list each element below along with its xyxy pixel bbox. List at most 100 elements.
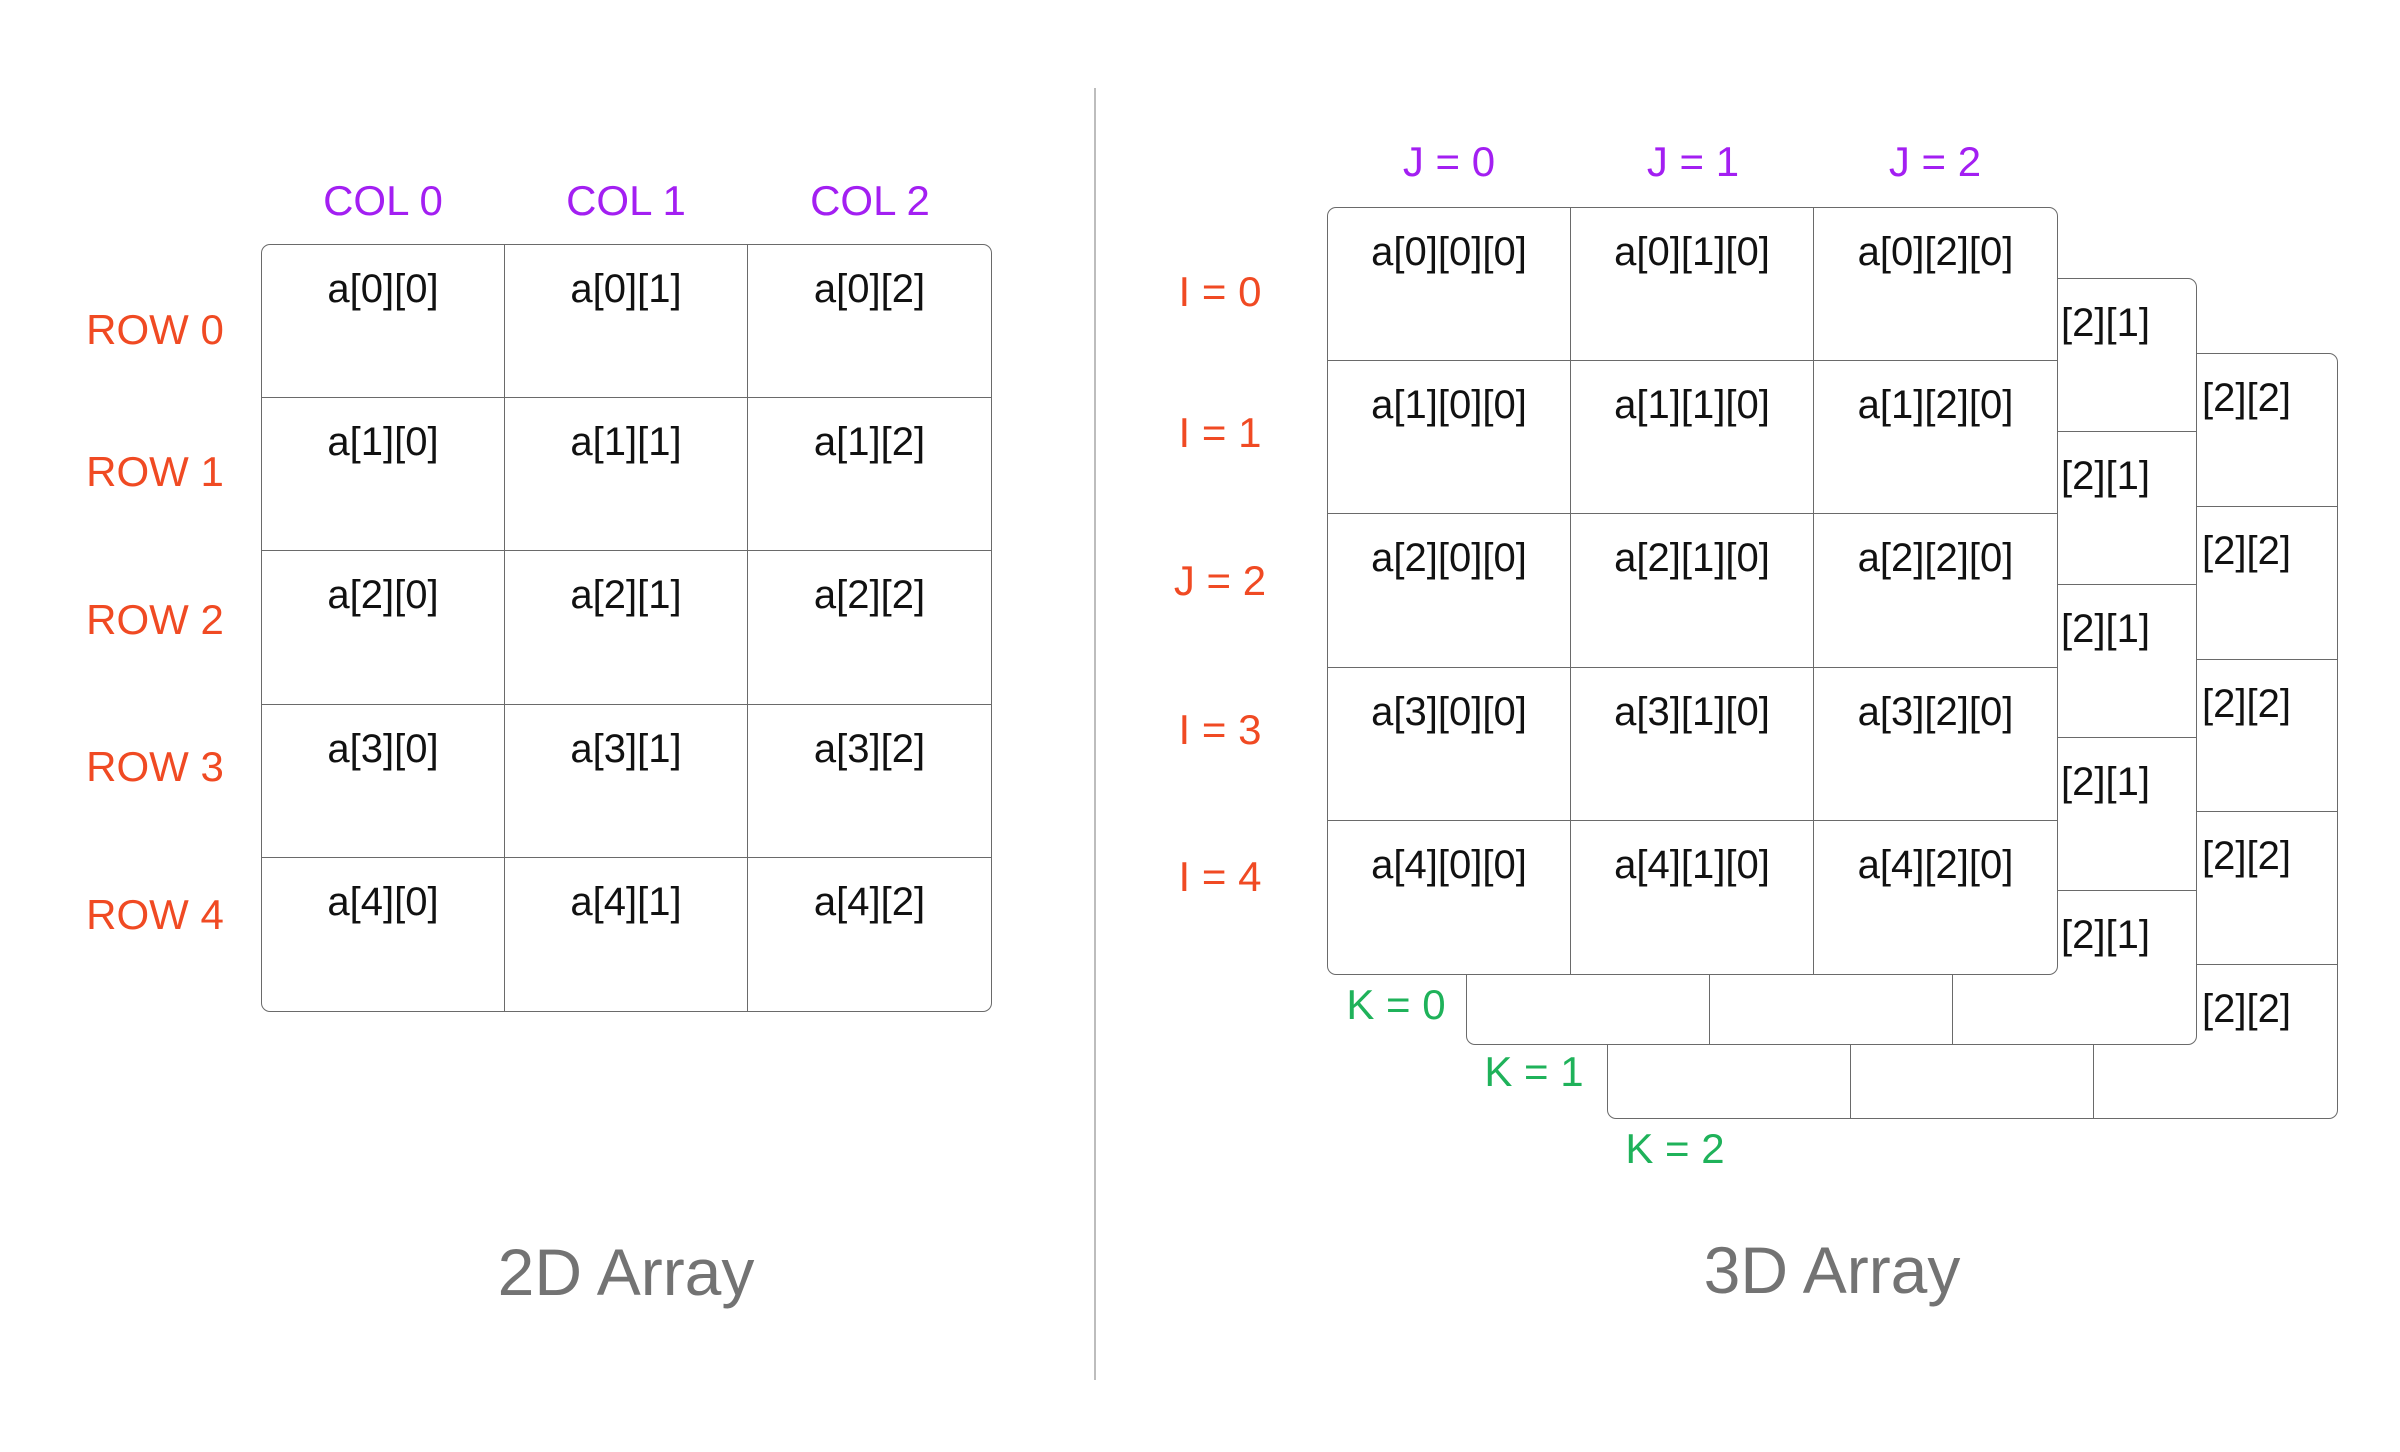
cell-text: a[0][0] (327, 267, 439, 311)
cell-text: a[1][2] (813, 420, 926, 465)
j-label: J = 2 (1888, 138, 1982, 185)
cell-text: a[2][1] (570, 573, 682, 618)
k-label: K = 0 (1346, 981, 1446, 1028)
cell-text: [2][2] (2202, 834, 2291, 879)
grid-cell: a[1][0] (262, 398, 505, 552)
cell-text: a[1][2][0] (1857, 383, 2014, 428)
cell-text: a[4][1][0] (1614, 842, 1770, 887)
divider (1094, 88, 1096, 1380)
grid-cell: a[1][2][0] (1814, 361, 2057, 515)
cell-text: a[2][2] (813, 573, 926, 618)
cell-text: a[0][2][0] (1857, 230, 2014, 274)
cell-text: a[2][1][0] (1614, 536, 1770, 581)
grid-cell: [2][2] (2094, 660, 2337, 813)
row-label: ROW 0 (86, 306, 224, 353)
cell-text: a[3][2][0] (1857, 689, 2014, 734)
cell-text: a[4][2] (813, 879, 926, 924)
grid-cell: a[4][2][0] (1814, 821, 2057, 974)
cell-text: [2][1] (2061, 607, 2150, 651)
cell-text: a[3][1] (570, 726, 682, 771)
cell-text: a[3][0][0] (1371, 689, 1527, 734)
grid-cell: a[1][1][0] (1571, 361, 1814, 515)
cell-text: [2][2] (2202, 528, 2291, 573)
cell-text: a[2][2][0] (1857, 536, 2014, 581)
grid-cell: [2][1] (1953, 738, 2196, 891)
grid-cell: a[2][2] (748, 551, 991, 705)
cell-text: a[1][1] (570, 420, 682, 465)
grid-cell: a[4][1][0] (1571, 820, 1814, 974)
j-label: J = 0 (1402, 138, 1496, 185)
j-label: J = 1 (1646, 138, 1740, 185)
cell-text: a[1][1][0] (1614, 383, 1770, 428)
cell-text: a[4][0] (327, 879, 439, 924)
grid-cell: a[0][0] (262, 245, 505, 399)
grid-cell: a[0][2] (748, 245, 991, 399)
grid-cell: a[3][0] (262, 704, 505, 858)
grid-cell: a[0][1] (505, 245, 748, 399)
i-label: I = 0 (1178, 268, 1262, 315)
grid-cell: a[4][1] (505, 857, 748, 1011)
cell-text: a[1][0][0] (1371, 383, 1527, 428)
grid-cell: [2][2] (2094, 507, 2337, 660)
i-label: I = 4 (1178, 853, 1262, 900)
cell-text: a[3][2] (813, 726, 926, 771)
layer-k0: a[0][0][0] a[0][1][0] a[0][2][0] a[1][0][0]… (1327, 207, 2058, 975)
grid-cell: a[3][2][0] (1814, 668, 2057, 821)
title-3d-array: 3D Array (1703, 1233, 1961, 1307)
grid-cell: [2][1] (1953, 432, 2196, 585)
grid-cell: a[2][1] (505, 551, 748, 705)
row-label: ROW 4 (86, 891, 224, 938)
grid-cell: [2][1] (1953, 891, 2196, 1044)
col-label: COL 2 (810, 177, 930, 224)
grid-cell: a[0][0][0] (1328, 208, 1571, 362)
grid-cell: [2][2] (2094, 965, 2337, 1118)
grid-cell: a[3][1] (505, 704, 748, 858)
grid-cell: a[2][2][0] (1814, 514, 2057, 668)
cell-text: a[4][0][0] (1371, 842, 1527, 887)
grid-cell: a[1][0][0] (1328, 361, 1571, 515)
grid-cell: a[4][2] (748, 858, 991, 1011)
grid-cell: a[1][2] (748, 398, 991, 552)
i-label: I = 1 (1178, 409, 1262, 456)
i-label: I = 3 (1178, 706, 1262, 753)
grid-cell: a[2][1][0] (1571, 514, 1814, 668)
cell-text: [2][2] (2202, 987, 2291, 1032)
row-label: ROW 2 (86, 596, 224, 643)
grid-cell: a[2][0][0] (1328, 514, 1571, 668)
grid-cell: a[3][2] (748, 705, 991, 858)
col-label: COL 1 (566, 177, 686, 224)
cell-text: [2][1] (2061, 301, 2150, 345)
col-label: COL 0 (323, 177, 443, 224)
cell-text: a[3][1][0] (1614, 689, 1770, 734)
grid-cell: a[0][2][0] (1814, 208, 2057, 362)
cell-text: a[1][0] (327, 420, 439, 465)
title-2d-array: 2D Array (497, 1235, 755, 1309)
cell-text: a[0][2] (813, 267, 926, 311)
cell-text: [2][2] (2202, 376, 2291, 420)
cell-text: [2][1] (2061, 760, 2150, 804)
k-label: K = 2 (1625, 1125, 1725, 1172)
grid-cell: a[1][1] (505, 398, 748, 552)
cell-text: [2][1] (2061, 454, 2150, 498)
grid-cell: a[4][0][0] (1328, 820, 1571, 974)
cell-text: [2][1] (2061, 913, 2150, 957)
grid-cell: [2][1] (1953, 279, 2196, 432)
grid-2d: a[0][0] a[0][1] a[0][2] a[1][0] a[1][1] a[1][… (261, 244, 992, 1012)
cell-text: a[0][1] (570, 267, 682, 311)
grid-cell: a[0][1][0] (1571, 208, 1814, 362)
cell-text: [2][2] (2202, 681, 2291, 726)
grid-cell: [2][2] (2094, 812, 2337, 966)
grid-cell: [2][2] (2094, 354, 2337, 507)
grid-cell: a[3][0][0] (1328, 667, 1571, 821)
cell-text: a[0][1][0] (1614, 230, 1770, 274)
cell-text: a[2][0] (327, 573, 439, 618)
cell-text: a[4][2][0] (1857, 842, 2014, 887)
row-label: ROW 1 (86, 448, 224, 495)
row-label: ROW 3 (86, 743, 224, 790)
i-label: J = 2 (1173, 557, 1267, 604)
cell-text: a[3][0] (327, 726, 439, 771)
grid-cell: a[3][1][0] (1571, 667, 1814, 821)
grid-cell: a[4][0] (262, 857, 505, 1011)
grid-cell: [2][1] (1953, 585, 2196, 738)
